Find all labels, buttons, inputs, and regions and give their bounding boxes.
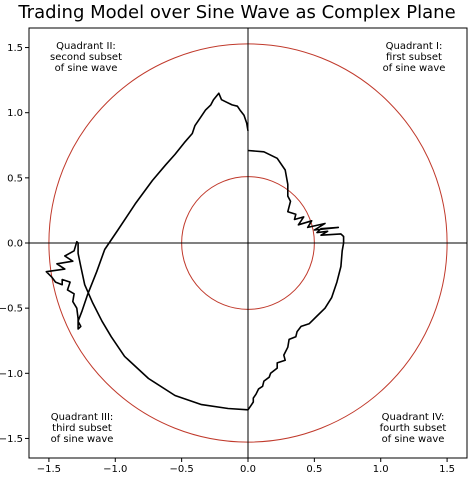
quadrant-label-line: of sine wave (383, 63, 446, 74)
quadrant-label-line: of sine wave (51, 434, 114, 445)
quadrant-label-line: Quadrant II: (56, 41, 116, 52)
x-tick-label: −0.5 (169, 464, 193, 475)
y-tick-label: −0.5 (0, 304, 23, 315)
quadrant-label-line: of sine wave (382, 434, 445, 445)
quadrant-label-line: of sine wave (55, 63, 118, 74)
quadrant-label-3: Quadrant III: third subset of sine wave (51, 412, 114, 445)
quadrant-label-2: Quadrant II: second subset of sine wave (50, 41, 122, 74)
chart-title: Trading Model over Sine Wave as Complex … (18, 2, 456, 23)
quadrant-label-1: Quadrant I: first subset of sine wave (383, 41, 446, 74)
y-tick-label: 0.0 (7, 239, 23, 250)
quadrant-label-line: fourth subset (380, 423, 447, 434)
quadrant-label-line: Quadrant IV: (382, 412, 445, 423)
x-tick-label: 1.0 (373, 464, 389, 475)
y-tick-label: 1.5 (7, 43, 23, 54)
x-tick-label: −1.0 (103, 464, 127, 475)
quadrant-label-line: second subset (50, 52, 122, 63)
y-tick-label: −1.0 (0, 369, 23, 380)
quadrant-label-line: Quadrant III: (51, 412, 114, 423)
y-tick-label: −1.5 (0, 434, 23, 445)
quadrant-label-line: Quadrant I: (386, 41, 443, 52)
quadrant-label-line: first subset (386, 52, 442, 63)
y-tick-label: 0.5 (7, 173, 23, 184)
x-tick-label: 1.5 (439, 464, 455, 475)
x-tick-label: 0.0 (240, 464, 256, 475)
quadrant-label-line: third subset (52, 423, 112, 434)
x-tick-label: 0.5 (306, 464, 322, 475)
quadrant-label-4: Quadrant IV: fourth subset of sine wave (380, 412, 447, 445)
x-tick-label: −1.5 (37, 464, 61, 475)
y-tick-label: 1.0 (7, 108, 23, 119)
series-line-1 (45, 92, 345, 411)
